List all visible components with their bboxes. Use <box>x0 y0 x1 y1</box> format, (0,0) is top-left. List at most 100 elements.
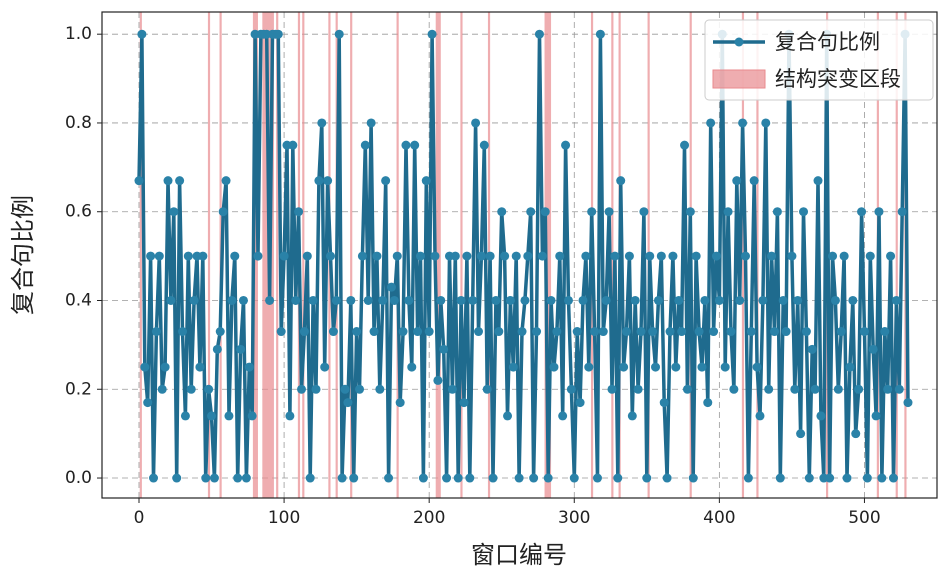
data-point <box>186 384 196 394</box>
data-point <box>479 140 489 150</box>
data-point <box>619 362 629 372</box>
data-point <box>714 295 724 305</box>
y-tick-label: 0.4 <box>65 290 92 310</box>
data-point <box>857 207 867 217</box>
data-point <box>772 207 782 217</box>
data-point <box>558 411 568 421</box>
y-tick-label: 1.0 <box>65 24 92 44</box>
y-tick-label: 0.8 <box>65 113 92 133</box>
data-point <box>366 118 376 128</box>
data-point <box>143 398 153 408</box>
data-point <box>418 473 428 483</box>
data-point <box>897 207 907 217</box>
legend-swatch <box>712 69 766 89</box>
data-point <box>134 176 144 186</box>
data-point <box>407 362 417 372</box>
change-region <box>207 12 211 498</box>
data-point <box>236 344 246 354</box>
data-point <box>862 473 872 483</box>
data-point <box>485 251 495 261</box>
data-point <box>738 118 748 128</box>
data-point <box>476 251 486 261</box>
data-point <box>427 29 437 39</box>
data-point <box>764 384 774 394</box>
data-point <box>691 251 701 261</box>
data-point <box>320 362 330 372</box>
data-point <box>204 384 214 394</box>
data-point <box>561 140 571 150</box>
data-point <box>500 251 510 261</box>
data-point <box>517 327 527 337</box>
data-point <box>291 295 301 305</box>
data-point <box>761 118 771 128</box>
data-point <box>662 473 672 483</box>
data-point <box>758 295 768 305</box>
data-point <box>668 251 678 261</box>
data-point <box>651 362 661 372</box>
data-point <box>680 140 690 150</box>
data-point <box>453 473 463 483</box>
data-point <box>149 473 159 483</box>
data-point <box>392 251 402 261</box>
data-point <box>648 327 658 337</box>
data-point <box>349 473 359 483</box>
data-point <box>424 327 434 337</box>
data-point <box>294 207 304 217</box>
data-point <box>372 251 382 261</box>
data-point <box>494 327 504 337</box>
data-point <box>442 473 452 483</box>
data-point <box>845 362 855 372</box>
data-point <box>616 176 626 186</box>
data-point <box>305 473 315 483</box>
data-point <box>706 118 716 128</box>
data-point <box>317 118 327 128</box>
series-line <box>137 32 910 480</box>
data-point <box>778 295 788 305</box>
data-point <box>328 327 338 337</box>
data-point <box>595 29 605 39</box>
data-point <box>581 251 591 261</box>
data-point <box>302 251 312 261</box>
data-point <box>688 473 698 483</box>
data-point <box>386 282 396 292</box>
data-point <box>137 29 147 39</box>
data-point <box>340 384 350 394</box>
data-point <box>726 327 736 337</box>
data-point <box>459 398 469 408</box>
data-point <box>674 295 684 305</box>
x-tick-label: 200 <box>413 508 445 528</box>
data-point <box>793 295 803 305</box>
data-point <box>825 473 835 483</box>
data-point <box>415 251 425 261</box>
x-tick-label: 300 <box>558 508 590 528</box>
data-point <box>682 384 692 394</box>
data-point <box>804 473 814 483</box>
data-point <box>767 251 777 261</box>
data-point <box>566 384 576 394</box>
data-point <box>851 429 861 439</box>
y-tick-label: 0.6 <box>65 202 92 222</box>
data-point <box>140 362 150 372</box>
data-point <box>468 295 478 305</box>
data-point <box>671 362 681 372</box>
data-point <box>888 473 898 483</box>
data-point <box>209 473 219 483</box>
data-point <box>355 384 365 394</box>
data-point <box>604 207 614 217</box>
data-point <box>732 176 742 186</box>
data-point <box>465 473 475 483</box>
data-point <box>532 327 542 337</box>
data-point <box>253 251 263 261</box>
x-tick-label: 0 <box>134 508 145 528</box>
data-point <box>433 375 443 385</box>
data-point <box>299 327 309 337</box>
data-point <box>630 295 640 305</box>
x-tick-label: 500 <box>848 508 880 528</box>
data-point <box>537 251 547 261</box>
data-point <box>868 344 878 354</box>
data-point <box>613 473 623 483</box>
data-point <box>642 473 652 483</box>
data-point <box>610 251 620 261</box>
data-point <box>439 344 449 354</box>
legend-label: 结构突变区段 <box>775 67 901 91</box>
